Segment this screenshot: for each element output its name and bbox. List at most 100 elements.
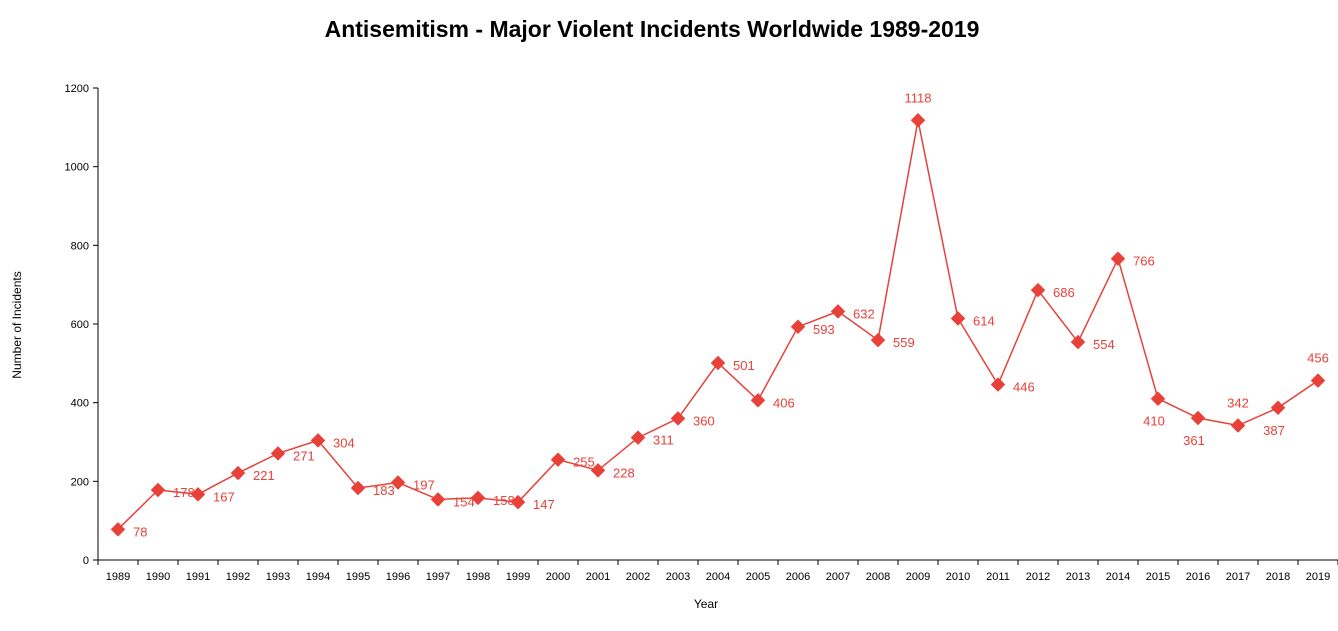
data-point-1992	[230, 465, 246, 481]
data-point-2002	[630, 430, 646, 446]
data-point-2017	[1230, 418, 1246, 433]
data-labels: 78 178 167 221 271 304 183 197 154 158 147 255 228 31…	[133, 90, 1329, 539]
x-tick-label: 2010	[946, 571, 970, 583]
x-tick-label: 2018	[1266, 571, 1290, 583]
x-axis-title: Year	[694, 597, 718, 611]
x-axis-ticks: 1989 1990 1991 1992 1993 1994 1995 1996 1997 1998…	[97, 560, 1338, 583]
data-point-2013	[1070, 334, 1086, 350]
x-tick-label: 1991	[186, 571, 210, 583]
data-point-2015	[1150, 391, 1166, 407]
data-label-2002: 311	[653, 433, 674, 448]
data-point-1995	[350, 480, 366, 496]
x-tick-label: 2011	[986, 571, 1010, 583]
data-label-2005: 406	[773, 395, 795, 410]
data-label-1992: 221	[253, 468, 275, 483]
x-tick-label: 2000	[546, 571, 570, 583]
y-tick-label: 1200	[65, 83, 89, 95]
y-tick-label: 800	[71, 240, 89, 252]
data-point-1997	[430, 492, 446, 507]
data-label-2019: 456	[1307, 351, 1329, 366]
series-line	[117, 120, 1319, 530]
data-label-1998: 158	[493, 493, 515, 508]
data-point-2000	[550, 452, 566, 468]
data-point-2004	[710, 355, 726, 371]
data-point-2007	[830, 304, 846, 319]
data-point-2012	[1030, 282, 1046, 298]
x-tick-label: 2004	[706, 571, 730, 583]
data-label-1989: 78	[133, 524, 147, 539]
data-point-2011	[990, 377, 1006, 392]
data-point-1993	[270, 446, 286, 461]
data-point-2018	[1270, 400, 1286, 416]
data-point-2008	[870, 332, 886, 348]
data-point-1996	[390, 475, 406, 490]
data-point-2014	[1110, 251, 1126, 267]
data-label-1996: 197	[413, 478, 435, 493]
x-tick-label: 2007	[826, 571, 850, 583]
chart-title: Antisemitism - Major Violent Incidents W…	[324, 16, 980, 42]
data-point-2003	[670, 411, 686, 426]
data-label-2018: 387	[1263, 423, 1285, 438]
x-tick-label: 2006	[786, 571, 810, 583]
y-tick-label: 1000	[65, 162, 89, 174]
data-label-2013: 554	[1093, 337, 1115, 352]
data-point-2005	[750, 392, 766, 408]
data-label-2004: 501	[733, 358, 755, 373]
y-axis-title: Number of Incidents	[10, 271, 24, 378]
x-tick-label: 1999	[506, 571, 530, 583]
x-tick-label: 2012	[1026, 571, 1050, 583]
data-label-2015: 410	[1143, 414, 1165, 429]
data-label-1999: 147	[533, 497, 555, 512]
data-label-2012: 686	[1053, 285, 1075, 300]
x-tick-label: 1989	[106, 571, 130, 583]
data-label-1993: 271	[293, 448, 315, 463]
x-tick-label: 2017	[1226, 571, 1250, 583]
data-point-1990	[150, 482, 166, 498]
data-label-2003: 360	[693, 413, 715, 428]
x-tick-label: 2008	[866, 571, 890, 583]
x-tick-label: 2009	[906, 571, 930, 583]
data-point-2016	[1190, 410, 1206, 426]
data-point-1998	[470, 490, 486, 506]
y-tick-label: 200	[71, 476, 89, 488]
x-tick-label: 1998	[466, 571, 490, 583]
data-label-1990: 178	[173, 485, 195, 500]
x-tick-label: 1992	[226, 571, 250, 583]
data-point-2010	[950, 311, 966, 326]
data-point-1994	[310, 433, 326, 448]
data-label-2007: 632	[853, 306, 875, 321]
data-label-2001: 228	[613, 465, 635, 480]
data-point-1991	[190, 486, 206, 502]
data-label-1994: 304	[333, 435, 355, 450]
y-tick-label: 400	[71, 398, 89, 410]
data-label-1991: 167	[213, 489, 235, 504]
data-point-2009	[910, 112, 926, 128]
x-tick-label: 2005	[746, 571, 770, 583]
x-tick-label: 2015	[1146, 571, 1170, 583]
x-tick-label: 2002	[626, 571, 650, 583]
x-tick-label: 1996	[386, 571, 410, 583]
x-tick-label: 2003	[666, 571, 690, 583]
data-point-1989	[110, 521, 126, 537]
data-point-1999	[510, 494, 526, 510]
y-tick-label: 600	[71, 319, 89, 331]
data-label-2016: 361	[1183, 433, 1205, 448]
data-label-2014: 766	[1133, 254, 1155, 269]
data-label-2008: 559	[893, 335, 915, 350]
x-tick-label: 2016	[1186, 571, 1210, 583]
data-label-2006: 593	[813, 322, 835, 337]
data-label-2017: 342	[1227, 395, 1249, 410]
x-tick-label: 2014	[1106, 571, 1130, 583]
data-point-2006	[790, 319, 806, 335]
x-tick-label: 2013	[1066, 571, 1090, 583]
x-tick-label: 1994	[306, 571, 330, 583]
y-axis-ticks: 0 200 400 600 800 1000 1200	[65, 83, 98, 567]
x-tick-label: 1990	[146, 571, 170, 583]
x-tick-label: 2019	[1306, 571, 1330, 583]
data-point-2001	[590, 462, 606, 478]
data-point-2019	[1310, 373, 1326, 388]
axes	[97, 88, 1338, 561]
series-markers	[110, 112, 1326, 537]
series-path	[117, 120, 1319, 530]
